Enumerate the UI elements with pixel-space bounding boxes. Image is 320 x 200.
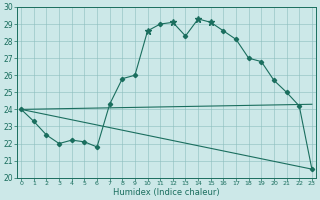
X-axis label: Humidex (Indice chaleur): Humidex (Indice chaleur) (113, 188, 220, 197)
